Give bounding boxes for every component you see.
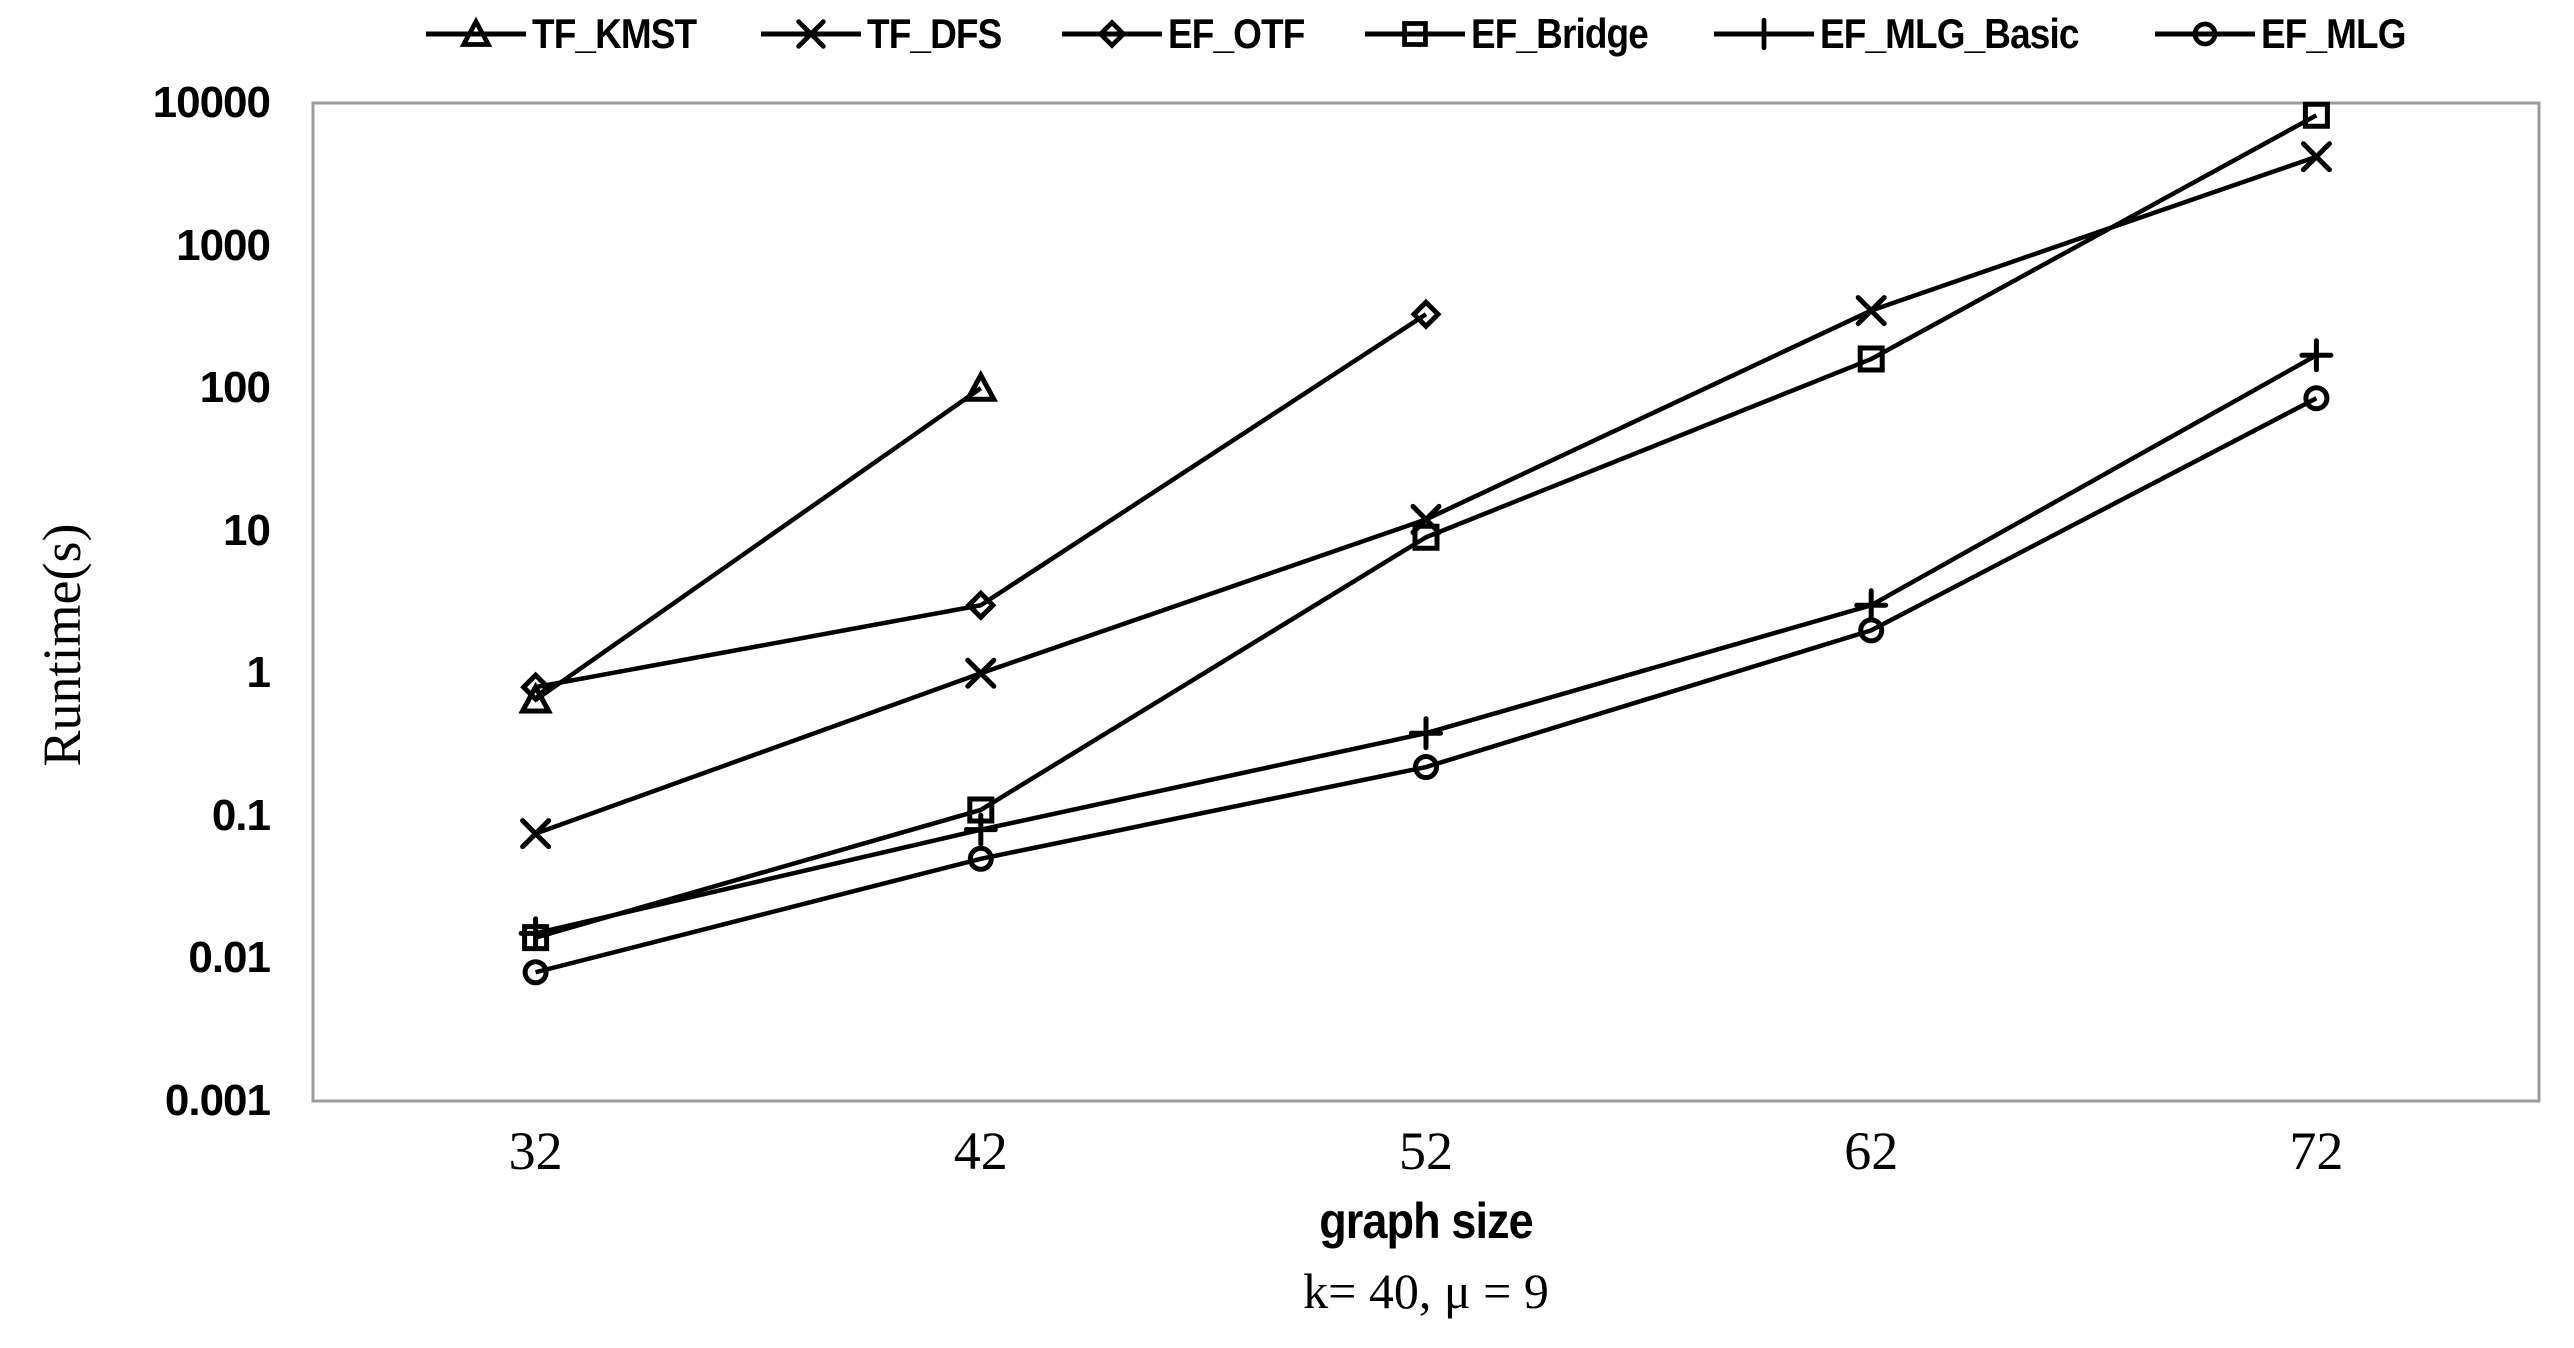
series-marker-EF_OTF-52 (1410, 298, 1442, 330)
legend-label-EF_OTF: EF_OTF (1167, 10, 1305, 57)
triangle-marker-icon (426, 16, 527, 47)
series-marker-TF_KMST-32 (518, 681, 553, 714)
legend-label-EF_MLG: EF_MLG (2261, 10, 2407, 57)
series-marker-EF_Bridge-42 (967, 796, 995, 824)
series-marker-EF_MLG-32 (522, 959, 549, 986)
series-marker-TF_KMST-42 (963, 369, 998, 402)
x-tick-label: 32 (508, 1121, 563, 1181)
x-marker-icon (760, 19, 861, 49)
y-tick-label: 0.1 (211, 790, 271, 840)
series-marker-EF_MLG_Basic-62 (1854, 588, 1889, 623)
legend: TF_KMST TF_DFS EF_OTF EF_Bridge EF_MLG_Basic… (313, 10, 2539, 58)
legend-item-EF_OTF: EF_OTF (1061, 10, 1323, 58)
series-line-EF_OTF (535, 312, 1428, 690)
series-marker-EF_Bridge-62 (1857, 345, 1885, 373)
y-tick-label: 1000 (176, 220, 271, 270)
x-axis-title: graph size (1319, 1193, 1533, 1249)
y-tick-label: 10000 (152, 78, 271, 127)
diamond-marker-icon (1061, 19, 1162, 49)
series-marker-EF_MLG_Basic-52 (1409, 716, 1443, 751)
legend-marker-EF_Bridge (1401, 21, 1428, 47)
x-tick-label: 62 (1844, 1121, 1899, 1181)
series-marker-EF_Bridge-52 (1412, 523, 1440, 551)
legend-label-EF_MLG_Basic: EF_MLG_Basic (1819, 10, 2079, 57)
legend-item-EF_Bridge: EF_Bridge (1364, 10, 1672, 58)
series-marker-EF_MLG-52 (1413, 754, 1439, 781)
series-marker-EF_MLG-42 (967, 845, 994, 872)
y-axis-title: Runtime(s) (32, 523, 92, 767)
x-tick-label: 42 (953, 1121, 1008, 1181)
series-marker-EF_MLG-62 (1858, 617, 1885, 644)
y-tick-label: 0.001 (164, 1076, 271, 1125)
series-marker-EF_MLG_Basic-42 (963, 812, 998, 847)
chart-caption: k= 40, μ = 9 (1303, 1263, 1549, 1319)
legend-marker-TF_DFS (796, 19, 826, 49)
y-tick-label: 0.01 (188, 933, 271, 983)
series-marker-EF_MLG_Basic-32 (518, 916, 553, 951)
legend-label-TF_KMST: TF_KMST (532, 10, 697, 57)
series-marker-EF_OTF-32 (520, 671, 552, 703)
legend-marker-EF_MLG_Basic (1747, 17, 1780, 51)
plot-frame (311, 101, 2541, 1103)
legend-label-TF_DFS: TF_DFS (866, 10, 1002, 57)
legend-item-TF_DFS: TF_DFS (760, 10, 1020, 58)
x-tick-label: 52 (1399, 1121, 1453, 1181)
series-line-EF_MLG_Basic (535, 353, 2318, 936)
series-line-TF_KMST (534, 386, 983, 702)
legend-label-EF_Bridge: EF_Bridge (1470, 10, 1649, 57)
series-marker-TF_DFS-32 (520, 818, 552, 850)
plus-marker-icon (1713, 17, 1814, 51)
series-marker-EF_Bridge-72 (2302, 101, 2330, 129)
series-line-EF_MLG (535, 396, 2318, 975)
legend-marker-EF_MLG (2193, 21, 2218, 47)
legend-marker-TF_KMST (459, 16, 493, 47)
legend-item-EF_MLG_Basic: EF_MLG_Basic (1713, 10, 2114, 58)
series-marker-TF_DFS-42 (965, 657, 997, 689)
square-marker-icon (1364, 21, 1465, 47)
series-marker-TF_DFS-62 (1855, 295, 1887, 327)
series-marker-TF_DFS-72 (2300, 141, 2332, 173)
y-tick-label: 10 (223, 505, 271, 555)
y-tick-label: 1 (246, 648, 271, 698)
legend-item-TF_KMST: TF_KMST (426, 10, 719, 58)
series-marker-EF_MLG_Basic-72 (2299, 338, 2334, 373)
legend-marker-EF_OTF (1096, 19, 1127, 49)
series-marker-EF_MLG-72 (2303, 385, 2330, 412)
x-tick-label: 72 (2289, 1121, 2344, 1181)
y-tick-label: 100 (199, 363, 271, 413)
series-line-EF_Bridge (534, 113, 2318, 940)
series-marker-EF_OTF-42 (965, 589, 997, 621)
series-marker-EF_Bridge-32 (522, 924, 550, 952)
legend-item-EF_MLG: EF_MLG (2155, 10, 2425, 58)
circle-marker-icon (2155, 21, 2256, 47)
